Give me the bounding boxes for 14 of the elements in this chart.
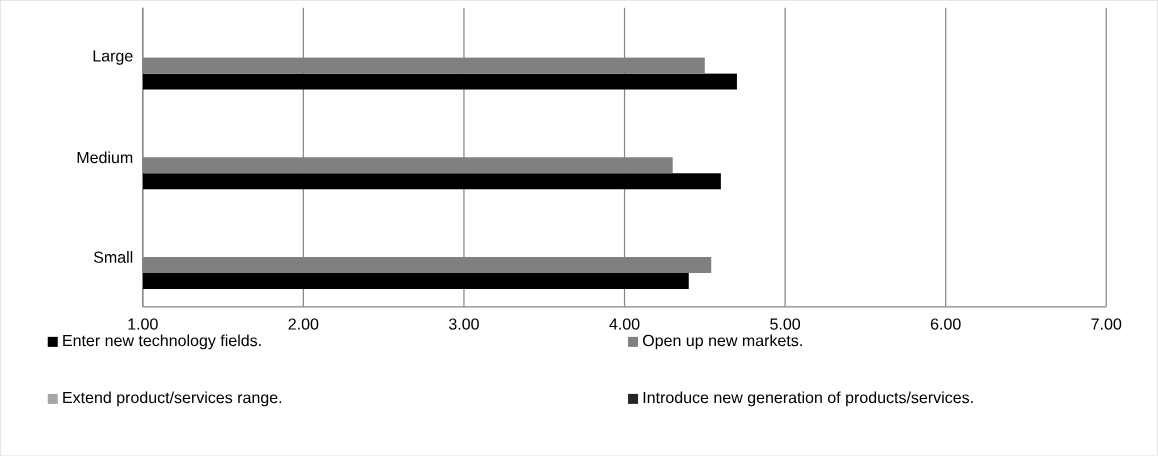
x-tick-label: 1.00 <box>128 318 158 330</box>
x-tick-label: 6.00 <box>930 318 961 330</box>
x-tick-label: 3.00 <box>448 318 479 330</box>
x-tick-label: 5.00 <box>770 318 801 330</box>
legend-label: Enter new technology fields. <box>63 334 261 350</box>
legend-label: Open up new markets. <box>642 334 802 350</box>
x-tick-label: 7.00 <box>1091 318 1122 330</box>
y-tick-label: Medium <box>77 151 133 164</box>
y-tick-label: Large <box>93 50 133 65</box>
x-tick-label: 4.00 <box>609 318 640 330</box>
x-tick-label: 2.00 <box>288 318 319 330</box>
y-tick-label: Small <box>93 251 133 264</box>
legend-label: Extend product/services range. <box>63 391 282 407</box>
legend-label: Introduce new generation of products/services. <box>643 391 973 407</box>
